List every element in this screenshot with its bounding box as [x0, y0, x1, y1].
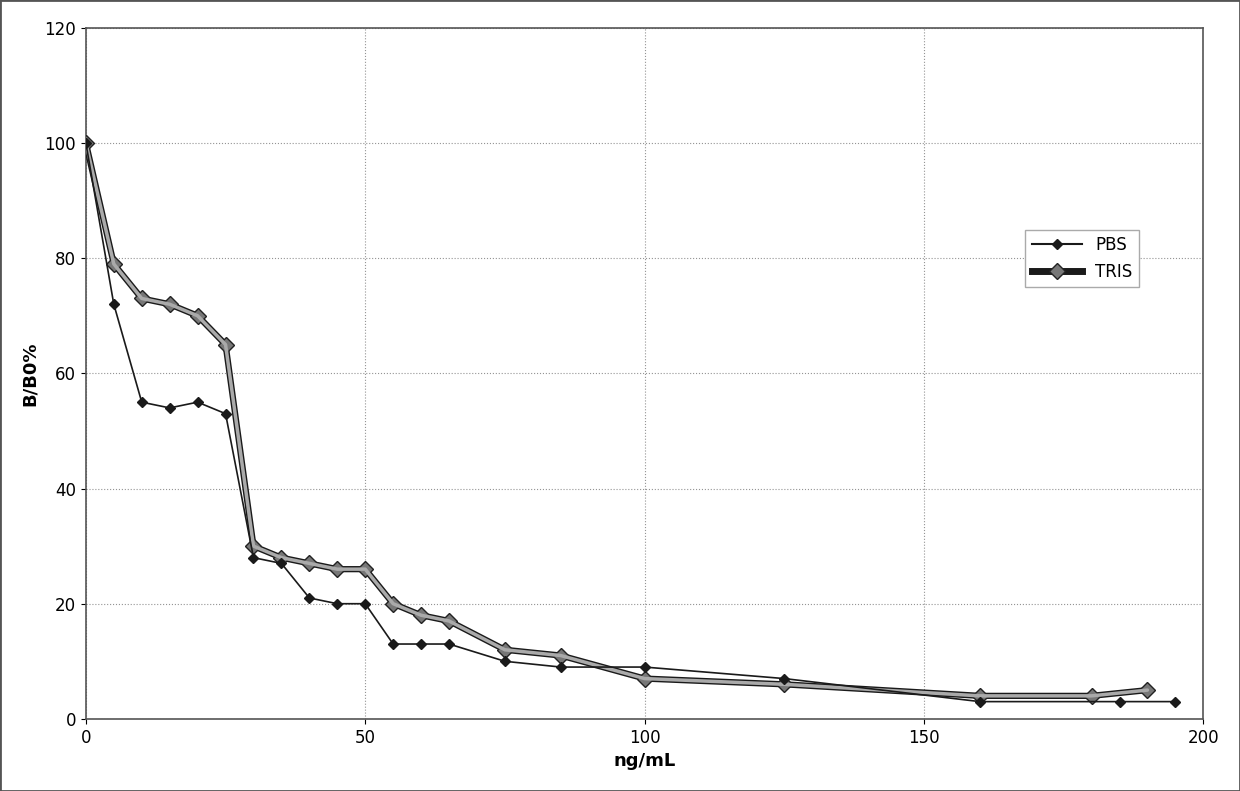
PBS — [497, 657, 512, 666]
PBS — [553, 662, 568, 672]
PBS — [972, 697, 987, 706]
PBS — [358, 599, 373, 608]
TRIS — [1140, 685, 1154, 694]
TRIS — [190, 311, 205, 320]
TRIS — [358, 565, 373, 574]
Legend: PBS, TRIS: PBS, TRIS — [1025, 229, 1140, 287]
TRIS — [274, 553, 289, 562]
TRIS — [162, 300, 177, 309]
PBS — [107, 300, 122, 309]
TRIS — [637, 674, 652, 683]
PBS — [776, 674, 791, 683]
Y-axis label: B/B0%: B/B0% — [21, 341, 38, 406]
PBS — [1112, 697, 1127, 706]
TRIS — [1084, 691, 1099, 701]
PBS — [190, 397, 205, 407]
TRIS — [441, 616, 456, 626]
PBS — [78, 138, 93, 148]
PBS — [637, 662, 652, 672]
PBS — [274, 558, 289, 568]
TRIS — [497, 645, 512, 654]
PBS — [414, 639, 429, 649]
TRIS — [386, 599, 401, 608]
PBS — [246, 553, 260, 562]
PBS — [1168, 697, 1183, 706]
TRIS — [78, 138, 93, 148]
PBS — [162, 403, 177, 413]
TRIS — [330, 565, 345, 574]
Line: PBS: PBS — [82, 139, 1179, 705]
X-axis label: ng/mL: ng/mL — [614, 752, 676, 770]
TRIS — [414, 611, 429, 620]
TRIS — [246, 541, 260, 551]
PBS — [386, 639, 401, 649]
TRIS — [776, 679, 791, 689]
TRIS — [301, 558, 316, 568]
PBS — [218, 409, 233, 418]
PBS — [441, 639, 456, 649]
TRIS — [134, 293, 149, 303]
TRIS — [107, 259, 122, 269]
TRIS — [218, 340, 233, 350]
PBS — [301, 593, 316, 603]
TRIS — [553, 651, 568, 660]
PBS — [134, 397, 149, 407]
Line: TRIS: TRIS — [81, 138, 1153, 702]
TRIS — [972, 691, 987, 701]
PBS — [330, 599, 345, 608]
